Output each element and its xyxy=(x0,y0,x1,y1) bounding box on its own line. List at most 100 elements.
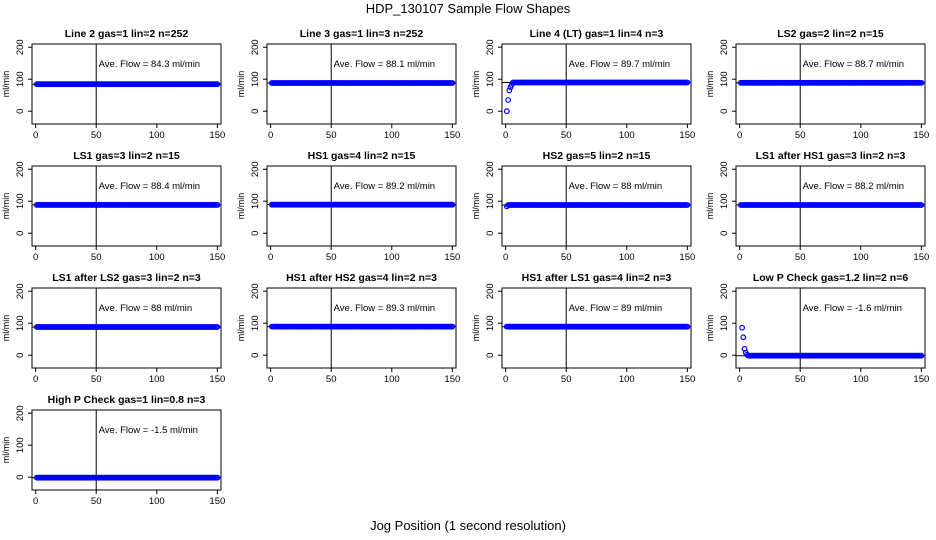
average-flow-annotation: Ave. Flow = 89.7 ml/min xyxy=(569,59,670,70)
chart-panel-1: Line 2 gas=1 lin=2 n=252 0 50 100 150 0 100 200… xyxy=(1,28,225,141)
x-tick-label: 100 xyxy=(149,130,165,141)
y-axis-label: ml/min xyxy=(1,71,11,98)
y-tick-label: 200 xyxy=(15,161,26,177)
y-tick-label: 100 xyxy=(719,193,730,209)
x-tick-label: 50 xyxy=(795,374,806,385)
x-tick-label: 150 xyxy=(209,374,225,385)
data-point xyxy=(214,201,221,208)
data-point xyxy=(918,352,925,359)
y-tick-label: 200 xyxy=(719,161,730,177)
x-tick-label: 50 xyxy=(561,130,572,141)
x-tick-label: 150 xyxy=(913,252,929,263)
y-tick-label: 0 xyxy=(719,231,730,236)
x-tick-label: 0 xyxy=(503,374,508,385)
x-tick-label: 100 xyxy=(619,252,635,263)
y-axis-label: ml/min xyxy=(471,315,481,342)
x-tick-label: 100 xyxy=(149,252,165,263)
x-tick-label: 100 xyxy=(853,252,869,263)
x-tick-label: 150 xyxy=(209,252,225,263)
y-tick-label: 0 xyxy=(485,231,496,236)
data-point xyxy=(684,79,691,86)
x-tick-label: 100 xyxy=(619,374,635,385)
y-axis-label: ml/min xyxy=(705,315,715,342)
x-tick-label: 50 xyxy=(795,130,806,141)
chart-panel-7: HS2 gas=5 lin=2 n=15 0 50 100 150 0 100 200 ml/m… xyxy=(471,150,695,263)
x-tick-label: 100 xyxy=(149,496,165,507)
average-flow-annotation: Ave. Flow = 88.4 ml/min xyxy=(99,181,200,192)
x-tick-label: 150 xyxy=(444,374,460,385)
y-tick-label: 0 xyxy=(719,353,730,358)
chart-title: HS1 after HS2 gas=4 lin=2 n=3 xyxy=(286,272,437,284)
y-tick-label: 0 xyxy=(250,109,261,114)
plot-frame xyxy=(266,43,457,125)
chart-title: LS1 gas=3 lin=2 n=15 xyxy=(73,150,180,162)
y-tick-label: 0 xyxy=(719,109,730,114)
chart-panel-5: LS1 gas=3 lin=2 n=15 0 50 100 150 0 100 200 ml/m… xyxy=(1,150,225,263)
y-tick-label: 100 xyxy=(250,71,261,87)
y-tick-label: 0 xyxy=(15,353,26,358)
plot-frame xyxy=(501,165,692,247)
x-tick-label: 0 xyxy=(33,496,38,507)
data-point xyxy=(214,81,221,88)
x-tick-label: 0 xyxy=(33,374,38,385)
x-tick-label: 50 xyxy=(326,374,337,385)
chart-panel-3: Line 4 (LT) gas=1 lin=4 n=3 0 50 100 150 0 100… xyxy=(471,28,695,141)
x-tick-label: 0 xyxy=(737,252,742,263)
average-flow-annotation: Ave. Flow = 88 ml/min xyxy=(569,181,663,192)
x-tick-label: 0 xyxy=(737,374,742,385)
data-point xyxy=(449,201,456,208)
y-tick-label: 100 xyxy=(250,315,261,331)
plot-frame xyxy=(266,165,457,247)
plot-frame xyxy=(735,287,926,369)
average-flow-annotation: Ave. Flow = 89.3 ml/min xyxy=(334,303,435,314)
y-axis-label: ml/min xyxy=(1,193,11,220)
plot-frame xyxy=(31,165,222,247)
x-tick-label: 150 xyxy=(679,130,695,141)
y-axis-label: ml/min xyxy=(705,193,715,220)
x-tick-label: 100 xyxy=(853,374,869,385)
x-tick-label: 0 xyxy=(268,130,273,141)
x-tick-label: 50 xyxy=(561,374,572,385)
y-tick-label: 200 xyxy=(250,161,261,177)
y-axis-label: ml/min xyxy=(236,315,246,342)
y-tick-label: 200 xyxy=(719,39,730,55)
y-tick-label: 100 xyxy=(485,193,496,209)
y-axis-label: ml/min xyxy=(1,315,11,342)
x-tick-label: 150 xyxy=(913,130,929,141)
y-tick-label: 100 xyxy=(15,71,26,87)
y-tick-label: 200 xyxy=(15,39,26,55)
chart-title: Low P Check gas=1.2 lin=2 n=6 xyxy=(753,272,908,284)
plot-frame xyxy=(735,165,926,247)
x-tick-label: 50 xyxy=(795,252,806,263)
plot-frame xyxy=(501,287,692,369)
x-tick-label: 100 xyxy=(384,252,400,263)
y-tick-label: 0 xyxy=(250,353,261,358)
y-tick-label: 200 xyxy=(250,283,261,299)
y-tick-label: 200 xyxy=(485,39,496,55)
average-flow-annotation: Ave. Flow = 89.2 ml/min xyxy=(334,181,435,192)
chart-title: LS1 after LS2 gas=3 lin=2 n=3 xyxy=(52,272,201,284)
chart-title: LS2 gas=2 lin=2 n=15 xyxy=(777,28,884,40)
data-point xyxy=(918,79,925,86)
chart-title: HS1 gas=4 lin=2 n=15 xyxy=(308,150,416,162)
data-point xyxy=(740,334,747,341)
chart-panel-10: HS1 after HS2 gas=4 lin=2 n=3 0 50 100 150 0 1… xyxy=(236,272,460,385)
y-tick-label: 100 xyxy=(15,193,26,209)
y-tick-label: 0 xyxy=(15,231,26,236)
x-tick-label: 50 xyxy=(326,252,337,263)
data-point xyxy=(214,324,221,330)
plot-frame xyxy=(735,43,926,125)
average-flow-annotation: Ave. Flow = 88.2 ml/min xyxy=(803,181,904,192)
x-tick-label: 0 xyxy=(503,130,508,141)
y-tick-label: 200 xyxy=(485,283,496,299)
x-tick-label: 150 xyxy=(209,496,225,507)
y-tick-label: 0 xyxy=(250,231,261,236)
data-point xyxy=(918,202,925,208)
x-tick-label: 100 xyxy=(853,130,869,141)
x-tick-label: 50 xyxy=(91,496,102,507)
chart-title: High P Check gas=1 lin=0.8 n=3 xyxy=(48,394,206,406)
chart-panel-4: LS2 gas=2 lin=2 n=15 0 50 100 150 0 100 200 ml/m… xyxy=(705,28,929,141)
x-tick-label: 0 xyxy=(268,252,273,263)
data-point xyxy=(684,323,691,330)
